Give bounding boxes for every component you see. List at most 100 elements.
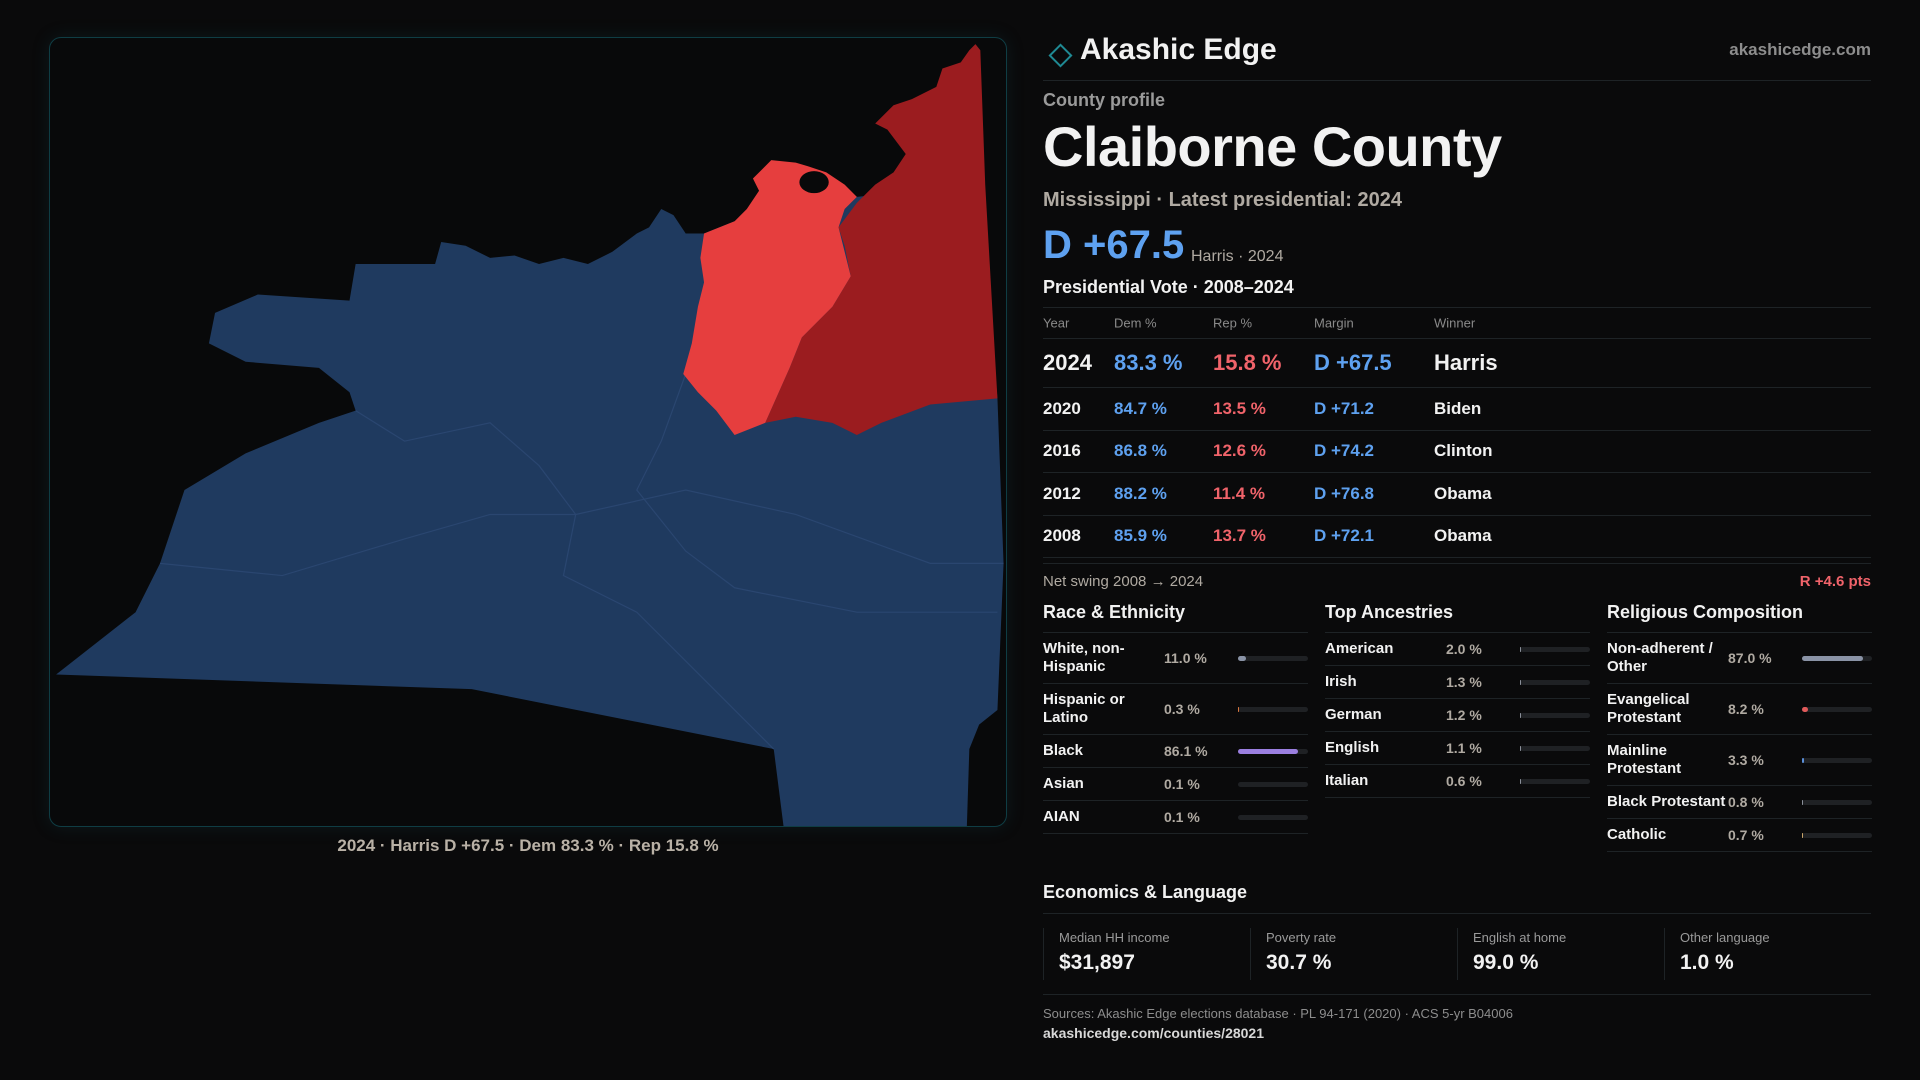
stat-value: 0.1 %: [1164, 776, 1200, 792]
stat-value: 87.0 %: [1728, 650, 1772, 666]
stat-label: Black Protestant: [1607, 793, 1726, 810]
stat-value: 2.0 %: [1446, 641, 1482, 657]
economic-stat: Other language 1.0 %: [1664, 928, 1871, 980]
section-title: Race & Ethnicity: [1043, 600, 1308, 633]
site-link[interactable]: akashicedge.com: [1729, 40, 1871, 59]
stat-bar: [1520, 745, 1521, 751]
table-cell: 84.7 %: [1114, 398, 1167, 418]
bar-track: [1520, 745, 1590, 751]
stat-bar: [1520, 646, 1522, 652]
column-header: Margin: [1314, 315, 1354, 331]
headline-margin: D +67.5: [1043, 223, 1185, 267]
stat-bar: [1802, 655, 1863, 661]
divider: [1043, 913, 1871, 914]
stat-row: White, non-Hispanic 11.0 %: [1043, 633, 1308, 684]
stat-row: Black Protestant 0.8 %: [1607, 786, 1872, 819]
stat-row: Irish 1.3 %: [1325, 666, 1590, 699]
stat-label: Hispanic or Latino: [1043, 691, 1125, 726]
table-cell: 2012: [1043, 483, 1081, 503]
section-title: Religious Composition: [1607, 600, 1872, 633]
table-cell: Obama: [1434, 483, 1492, 503]
stat-row: Hispanic or Latino 0.3 %: [1043, 684, 1308, 735]
bar-track: [1238, 781, 1308, 787]
economic-label: Other language: [1680, 930, 1770, 945]
table-row: 2024 83.3 % 15.8 % D +67.5 Harris: [1043, 339, 1871, 388]
bar-track: [1802, 799, 1872, 805]
stat-label: Evangelical Protestant: [1607, 691, 1690, 726]
table-cell: D +74.2: [1314, 441, 1375, 461]
economic-stat: English at home 99.0 %: [1457, 928, 1664, 980]
table-cell: 2020: [1043, 398, 1081, 418]
economic-label: Median HH income: [1059, 930, 1170, 945]
stat-row: American 2.0 %: [1325, 633, 1590, 666]
swing-value: R +4.6 pts: [1799, 573, 1871, 590]
bar-track: [1520, 778, 1590, 784]
column-header: Year: [1043, 315, 1070, 331]
swing-label: Net swing 2008 → 2024: [1043, 573, 1204, 590]
stat-value: 86.1 %: [1164, 743, 1208, 759]
divider: [1043, 994, 1871, 995]
bar-track: [1238, 748, 1308, 754]
table-cell: 13.5 %: [1213, 398, 1266, 418]
table-cell: Obama: [1434, 526, 1492, 546]
stat-label: Catholic: [1607, 826, 1667, 843]
column-header: Rep %: [1213, 315, 1253, 331]
rep-area-strong: [765, 44, 998, 436]
table-cell: 86.8 %: [1114, 441, 1167, 461]
table-cell: 2016: [1043, 441, 1081, 461]
stat-row: Evangelical Protestant 8.2 %: [1607, 684, 1872, 735]
section: Religious Composition Non-adherent / Othe…: [1607, 600, 1872, 852]
column-header: Dem %: [1114, 315, 1157, 331]
table-cell: Biden: [1434, 398, 1482, 418]
stat-value: 1.3 %: [1446, 674, 1482, 690]
stat-value: 0.3 %: [1164, 701, 1200, 717]
table-cell: Clinton: [1434, 441, 1493, 461]
table-cell: D +76.8: [1314, 483, 1375, 503]
stat-value: 0.1 %: [1164, 809, 1200, 825]
lake: [799, 171, 829, 194]
margin-note: Harris · 2024: [1191, 248, 1284, 265]
bar-track: [1238, 655, 1308, 661]
stat-row: Asian 0.1 %: [1043, 768, 1308, 801]
stat-row: Non-adherent / Other 87.0 %: [1607, 633, 1872, 684]
divider: [1043, 80, 1871, 81]
table-cell: 13.7 %: [1213, 526, 1266, 546]
bar-track: [1238, 814, 1308, 820]
stat-label: Italian: [1325, 772, 1369, 789]
stat-row: Italian 0.6 %: [1325, 765, 1590, 798]
stat-label: Asian: [1043, 775, 1084, 792]
stat-value: 1.1 %: [1446, 740, 1482, 756]
vote-table: Year Dem % Rep % Margin Winner 2024 83.3 % 15.8…: [1043, 307, 1871, 558]
economic-stat: Poverty rate 30.7 %: [1250, 928, 1457, 980]
stat-value: 0.7 %: [1728, 827, 1764, 843]
county-title: Claiborne County: [1043, 115, 1502, 178]
stat-row: AIAN 0.1 %: [1043, 801, 1308, 834]
table-cell: D +71.2: [1314, 398, 1375, 418]
stat-row: German 1.2 %: [1325, 699, 1590, 732]
bar-track: [1520, 646, 1590, 652]
stat-label: Non-adherent / Other: [1607, 640, 1713, 675]
divider: [1043, 563, 1871, 564]
table-row: 2008 85.9 % 13.7 % D +72.1 Obama: [1043, 516, 1871, 558]
stat-value: 1.2 %: [1446, 707, 1482, 723]
economic-value: 1.0 %: [1680, 951, 1734, 974]
subtitle: Mississippi · Latest presidential: 2024: [1043, 189, 1403, 211]
section: Race & Ethnicity White, non-Hispanic 11.0 …: [1043, 600, 1308, 834]
bar-track: [1238, 706, 1308, 712]
stat-label: German: [1325, 706, 1382, 723]
economic-value: 30.7 %: [1266, 951, 1332, 974]
precinct-line: [636, 373, 998, 613]
bar-track: [1802, 655, 1872, 661]
table-cell: D +67.5: [1314, 350, 1392, 375]
table-row: 2012 88.2 % 11.4 % D +76.8 Obama: [1043, 473, 1871, 516]
map-svg: [56, 44, 1004, 826]
economic-stat: Median HH income $31,897: [1043, 928, 1250, 980]
stat-bar: [1520, 679, 1521, 685]
precinct-line: [159, 489, 1004, 577]
table-cell: 88.2 %: [1114, 483, 1167, 503]
profile-panel: Akashic Edge akashicedge.com County prof…: [1043, 0, 1872, 1080]
table-row: 2016 86.8 % 12.6 % D +74.2 Clinton: [1043, 431, 1871, 473]
page-url[interactable]: akashicedge.com/counties/28021: [1043, 1025, 1264, 1041]
stat-label: Mainline Protestant: [1607, 742, 1682, 777]
